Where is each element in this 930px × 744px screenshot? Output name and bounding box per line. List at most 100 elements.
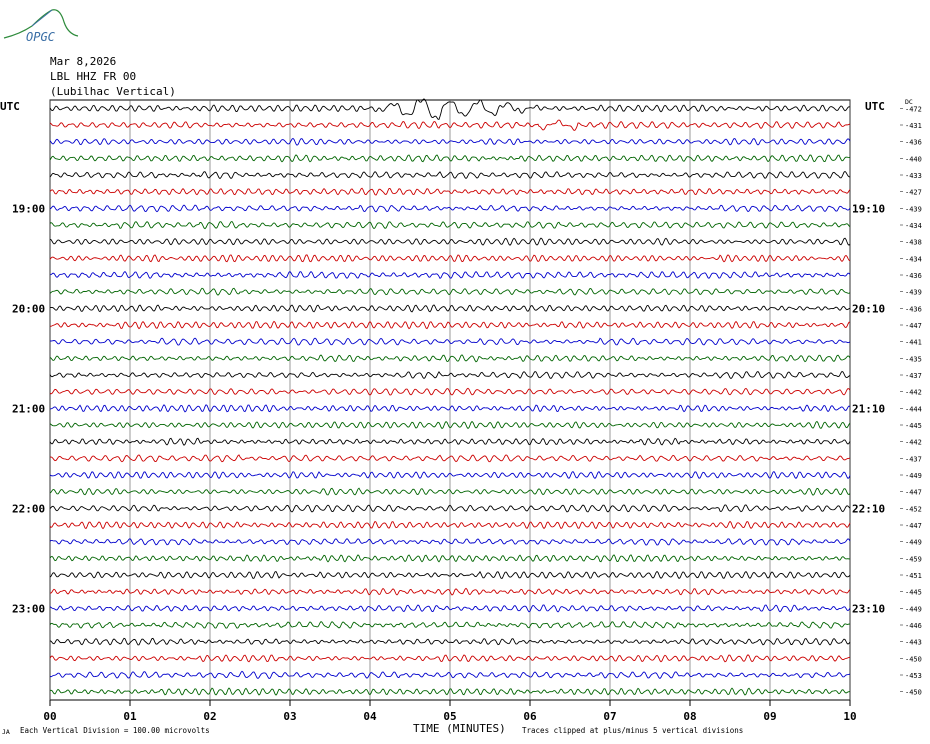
right-hour-label: 20:10: [852, 302, 885, 315]
dc-offset-label: -438: [905, 239, 922, 247]
trace-line: [49, 170, 851, 180]
trace-line: [49, 387, 851, 396]
dc-offset-label: -453: [905, 672, 922, 680]
trace-line: [49, 119, 851, 131]
right-axis-title: UTC: [865, 100, 885, 113]
left-hour-label: 23:00: [12, 602, 45, 615]
x-axis-label: TIME (MINUTES): [413, 722, 506, 735]
trace-line: [49, 320, 851, 330]
trace-line: [49, 237, 851, 246]
left-hour-label: 22:00: [12, 502, 45, 515]
trace-line: [49, 304, 851, 313]
dc-offset-label: -435: [905, 355, 922, 363]
dc-offset-label: -427: [905, 189, 922, 197]
x-tick-label: 09: [763, 710, 776, 723]
dc-offset-label: -445: [905, 589, 922, 597]
left-hour-label: 20:00: [12, 302, 45, 315]
header-date: Mar 8,2026: [50, 55, 117, 68]
dc-offset-label: -449: [905, 472, 922, 480]
trace-line: [49, 654, 851, 663]
right-hour-label: 23:10: [852, 602, 885, 615]
dc-offset-label: -444: [905, 405, 922, 413]
dc-offset-label: -436: [905, 139, 922, 147]
mountain-logo-icon: OPGC: [3, 9, 79, 44]
trace-line: [49, 487, 851, 496]
header-station: LBL HHZ FR 00: [50, 70, 137, 83]
dc-offset-label: -472: [905, 105, 922, 113]
dc-offset-label: -449: [905, 539, 922, 547]
logo-text: OPGC: [26, 30, 56, 44]
dc-offset-label: -443: [905, 639, 922, 647]
x-tick-label: 05: [443, 710, 456, 723]
trace-line: [49, 587, 851, 596]
dc-offset-label: -449: [905, 605, 922, 613]
trace-line: [49, 520, 851, 530]
trace-line: [49, 404, 851, 413]
dc-offset-label: -434: [905, 255, 922, 263]
right-hour-label: 22:10: [852, 502, 885, 515]
dc-offset-label: -451: [905, 572, 922, 580]
trace-line: [49, 670, 851, 680]
opgc-logo: OPGC: [2, 4, 82, 44]
trace-line: [49, 454, 851, 463]
trace-line: [49, 137, 851, 146]
x-tick-label: 01: [123, 710, 137, 723]
trace-line: [49, 204, 851, 213]
dc-label: DC: [905, 98, 913, 106]
trace-line: [49, 254, 851, 263]
x-tick-label: 04: [363, 710, 377, 723]
dc-offset-label: -452: [905, 505, 922, 513]
dc-offset-label: -437: [905, 455, 922, 463]
trace-line: [49, 504, 851, 513]
dc-offset-label: -431: [905, 122, 922, 130]
division-note: Each Vertical Division = 100.00 microvol…: [20, 726, 210, 735]
dc-offset-label: -450: [905, 655, 922, 663]
dc-offset-label: -445: [905, 422, 922, 430]
right-hour-label: 21:10: [852, 402, 885, 415]
dc-offset-label: -437: [905, 372, 922, 380]
dc-offset-label: -447: [905, 322, 922, 330]
corner-mark: JA: [2, 728, 10, 736]
dc-offset-label: -439: [905, 205, 922, 213]
dc-offset-label: -447: [905, 489, 922, 497]
trace-line: [49, 604, 851, 613]
dc-offset-label: -436: [905, 305, 922, 313]
trace-line: [49, 538, 851, 546]
trace-line: [49, 554, 851, 563]
dc-offset-label: -450: [905, 689, 922, 697]
trace-line: [49, 287, 851, 296]
trace-line: [49, 570, 851, 580]
dc-offset-label: -446: [905, 622, 922, 630]
left-hour-label: 21:00: [12, 402, 45, 415]
clip-note: Traces clipped at plus/minus 5 vertical …: [522, 726, 744, 735]
trace-line: [49, 337, 851, 346]
trace-line: [49, 687, 851, 696]
dc-offset-label: -439: [905, 289, 922, 297]
dc-offset-label: -440: [905, 155, 922, 163]
dc-offset-label: -433: [905, 172, 922, 180]
trace-line: [49, 420, 851, 430]
x-tick-label: 06: [523, 710, 537, 723]
x-tick-label: 07: [603, 710, 616, 723]
trace-line: [49, 187, 851, 196]
dc-offset-label: -442: [905, 439, 922, 447]
trace-line: [49, 437, 851, 446]
header-location: (Lubilhac Vertical): [50, 85, 176, 98]
trace-line: [49, 354, 851, 363]
x-tick-label: 10: [843, 710, 856, 723]
x-tick-label: 03: [283, 710, 296, 723]
dc-offset-label: -459: [905, 555, 922, 563]
trace-line: [49, 370, 851, 380]
dc-offset-label: -442: [905, 389, 922, 397]
trace-line: [49, 221, 851, 230]
trace-line: [49, 271, 851, 280]
dc-offset-label: -436: [905, 272, 922, 280]
trace-line: [49, 98, 851, 120]
dc-offset-label: -447: [905, 522, 922, 530]
x-tick-label: 00: [43, 710, 56, 723]
dc-offset-label: -441: [905, 339, 922, 347]
left-axis-title: UTC: [0, 100, 20, 113]
left-hour-label: 19:00: [12, 202, 45, 215]
trace-line: [49, 470, 851, 480]
